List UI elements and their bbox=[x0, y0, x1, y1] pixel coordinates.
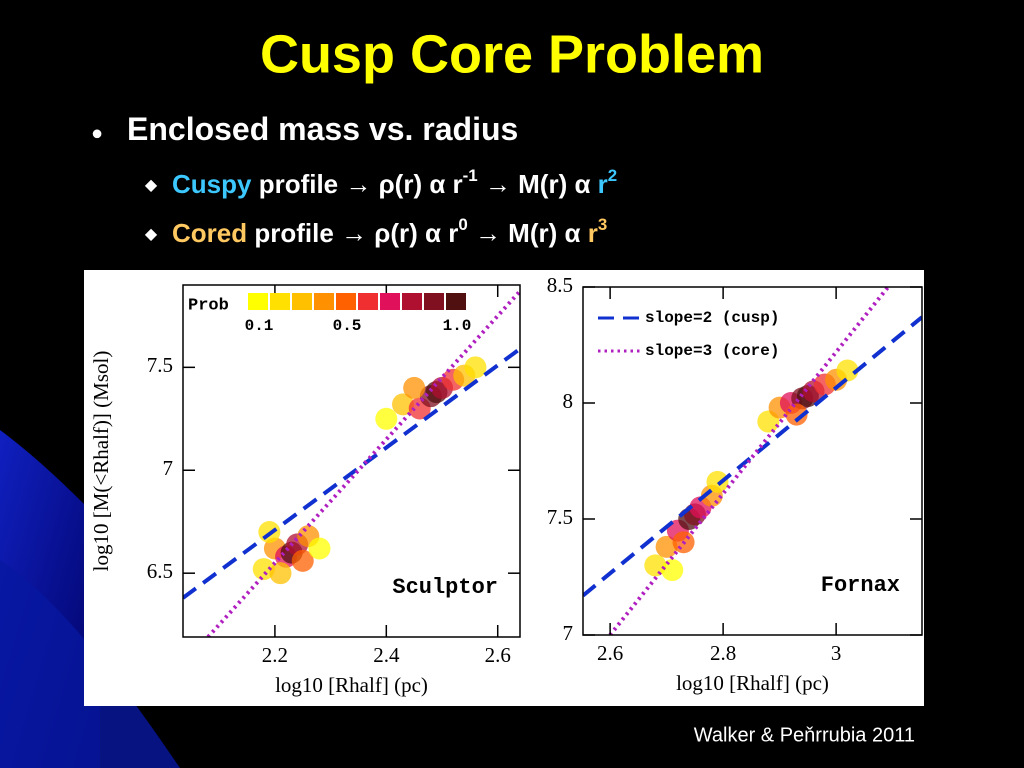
figure-panel bbox=[84, 270, 924, 706]
colorbar-cell bbox=[446, 293, 466, 310]
y-tick-label: 7.5 bbox=[547, 505, 573, 529]
legend-label: slope=2 (cusp) bbox=[645, 309, 779, 327]
data-point bbox=[392, 393, 415, 416]
fit-line bbox=[583, 315, 922, 598]
sub-bullet-text: Cored profile → ρ(r) α r0 → M(r) α r3 bbox=[172, 215, 607, 248]
text-segment: r bbox=[598, 169, 608, 199]
citation: Walker & Peňrrubia 2011 bbox=[694, 724, 915, 746]
colorbar-cell bbox=[336, 293, 356, 310]
plot-area bbox=[183, 288, 520, 637]
colorbar-cell bbox=[270, 293, 290, 310]
y-axis-label: log10 [M(<Rhalf)] (Msol) bbox=[89, 351, 113, 572]
bullet-icon: ◆ bbox=[145, 177, 158, 194]
text-segment: Enclosed mass vs. radius bbox=[127, 111, 518, 147]
y-tick-label: 7 bbox=[163, 456, 174, 480]
data-point bbox=[375, 407, 398, 430]
colorbar-tick-label: 1.0 bbox=[443, 317, 472, 335]
data-point bbox=[785, 403, 808, 426]
panel-label: Fornax bbox=[821, 573, 900, 598]
plot-frame bbox=[182, 284, 521, 638]
text-segment: → M(r) α bbox=[478, 169, 598, 199]
text-segment: Cored bbox=[172, 218, 247, 248]
text-segment: 3 bbox=[598, 215, 607, 234]
x-axis-label: log10 [Rhalf] (pc) bbox=[676, 671, 829, 695]
plot-area bbox=[583, 287, 922, 635]
data-point bbox=[252, 558, 275, 581]
fit-line bbox=[608, 287, 890, 635]
text-segment: Cuspy bbox=[172, 169, 252, 199]
legend-label: slope=3 (core) bbox=[645, 342, 779, 360]
charts: 2.2 2.4 2.6 6.5 7 7.5 log10 [Rhalf] (pc) log10 … bbox=[89, 273, 923, 697]
x-axis-label: log10 [Rhalf] (pc) bbox=[275, 673, 428, 697]
fit-line bbox=[183, 347, 520, 600]
x-tick-label: 3 bbox=[831, 641, 842, 665]
data-point bbox=[308, 537, 331, 560]
fit-line bbox=[206, 288, 520, 637]
y-tick-label: 7 bbox=[563, 621, 574, 645]
panel-label: Sculptor bbox=[392, 575, 498, 600]
slide-title: Cusp Core Problem bbox=[260, 24, 764, 84]
data-point bbox=[655, 535, 678, 558]
data-point bbox=[836, 359, 859, 382]
colorbar-cell bbox=[402, 293, 422, 310]
bullet-icon: ◆ bbox=[145, 226, 158, 243]
colorbar-cell bbox=[380, 293, 400, 310]
colorbar-tick-label: 0.5 bbox=[333, 317, 362, 335]
colorbar-cell bbox=[248, 293, 268, 310]
data-point bbox=[464, 356, 487, 379]
x-tick-label: 2.2 bbox=[262, 643, 288, 667]
colorbar-cell bbox=[358, 293, 378, 310]
x-tick-label: 2.8 bbox=[710, 641, 736, 665]
x-tick-label: 2.6 bbox=[485, 643, 511, 667]
y-tick-label: 8 bbox=[563, 389, 574, 413]
colorbar-cell bbox=[314, 293, 334, 310]
colorbar-cell bbox=[424, 293, 444, 310]
colorbar-title: Prob bbox=[188, 296, 229, 315]
text-segment: 2 bbox=[608, 166, 617, 185]
x-tick-label: 2.6 bbox=[597, 641, 623, 665]
bullet-icon: ● bbox=[91, 122, 103, 144]
y-tick-label: 8.5 bbox=[547, 273, 573, 297]
data-point bbox=[706, 470, 729, 493]
colorbar-tick-label: 0.1 bbox=[245, 317, 274, 335]
data-point bbox=[291, 549, 314, 572]
text-segment: r bbox=[588, 218, 598, 248]
sub-bullet-text: Cuspy profile → ρ(r) α r-1 → M(r) α r2 bbox=[172, 166, 617, 199]
plot-frame bbox=[582, 286, 923, 636]
x-tick-label: 2.4 bbox=[373, 643, 400, 667]
text-segment: -1 bbox=[463, 166, 478, 185]
text-segment: → M(r) α bbox=[468, 218, 588, 248]
bullet-text: Enclosed mass vs. radius bbox=[127, 111, 518, 147]
data-point bbox=[403, 376, 426, 399]
data-point bbox=[661, 559, 684, 582]
colorbar-cell bbox=[292, 293, 312, 310]
text-segment: profile → ρ(r) α r bbox=[251, 169, 462, 199]
data-point bbox=[644, 554, 667, 577]
y-tick-label: 7.5 bbox=[147, 353, 173, 377]
y-tick-label: 6.5 bbox=[147, 559, 173, 583]
data-point bbox=[269, 562, 292, 585]
text-segment: profile → ρ(r) α r bbox=[247, 218, 458, 248]
text-segment: 0 bbox=[458, 215, 467, 234]
